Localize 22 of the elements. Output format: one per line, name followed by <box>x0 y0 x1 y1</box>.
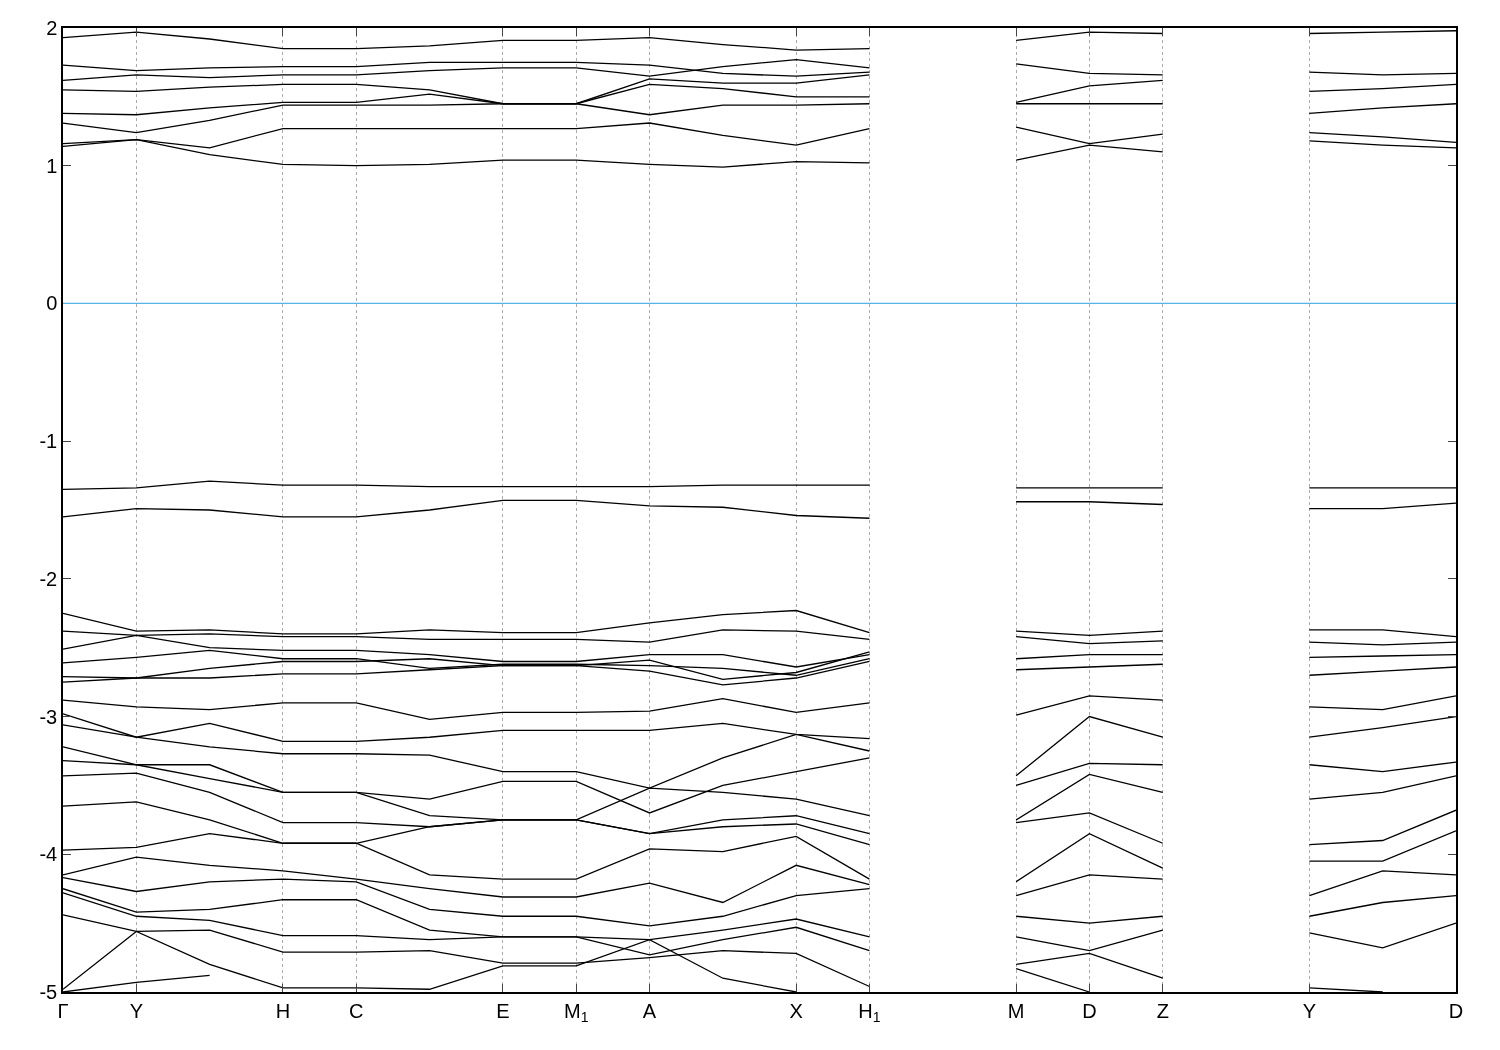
x-tick-label: Y <box>1302 999 1317 1022</box>
x-tick-label: A <box>642 999 657 1022</box>
x-tick-label: Y <box>129 999 143 1022</box>
y-tick-label: -5 <box>39 981 58 1003</box>
y-tick-label: -2 <box>39 567 58 590</box>
x-tick-label: D <box>1082 999 1097 1022</box>
y-tick-label: 0 <box>46 292 58 315</box>
y-tick-label: -3 <box>39 705 58 728</box>
x-tick-label: D <box>1448 999 1464 1022</box>
x-tick-label: H <box>275 999 291 1022</box>
x-tick-label: C <box>349 999 364 1022</box>
x-tick-label: M$_{1}$ <box>563 999 589 1025</box>
x-tick-label: M <box>1007 999 1025 1022</box>
y-tick-label: 1 <box>46 154 58 177</box>
y-tick-label: -4 <box>39 843 58 866</box>
x-tick-label: Z <box>1156 999 1169 1022</box>
x-tick-label: X <box>789 999 803 1022</box>
x-tick-label: Γ <box>57 999 69 1022</box>
x-tick-label: E <box>496 999 510 1022</box>
x-tick-label: H$_{1}$ <box>858 999 881 1025</box>
y-tick-label: -1 <box>39 430 58 453</box>
y-tick-label: 2 <box>46 17 58 39</box>
